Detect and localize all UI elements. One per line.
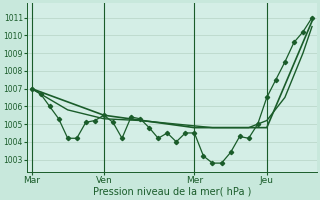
X-axis label: Pression niveau de la mer( hPa ): Pression niveau de la mer( hPa ): [92, 187, 251, 197]
